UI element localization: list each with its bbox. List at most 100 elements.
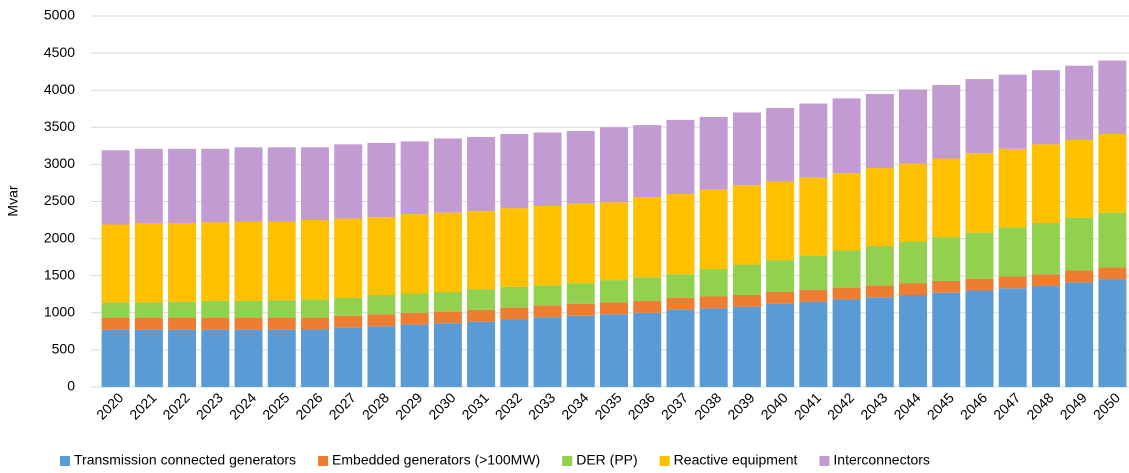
bar-segment bbox=[334, 315, 363, 328]
legend-swatch bbox=[60, 456, 70, 466]
bar-segment bbox=[766, 181, 795, 261]
x-tick-label: 2031 bbox=[458, 389, 491, 422]
bar-segment bbox=[234, 300, 263, 318]
x-tick-label: 2029 bbox=[392, 389, 425, 422]
bar-segment bbox=[732, 112, 761, 186]
bar-segment bbox=[400, 312, 429, 325]
bar-segment bbox=[699, 189, 728, 270]
bar-segment bbox=[334, 144, 363, 219]
bar-segment bbox=[1065, 270, 1094, 283]
bar-segment bbox=[168, 301, 197, 318]
bar-segment bbox=[799, 301, 828, 387]
bar-segment bbox=[433, 311, 462, 324]
y-axis-label: Mvar bbox=[5, 185, 21, 216]
bar-segment bbox=[1065, 139, 1094, 218]
bar-segment bbox=[799, 177, 828, 256]
bar-segment bbox=[699, 296, 728, 309]
x-tick-label: 2043 bbox=[857, 389, 890, 422]
bar-segment bbox=[134, 302, 163, 318]
bar-segment bbox=[201, 329, 230, 387]
bar-segment bbox=[566, 315, 595, 387]
x-tick-label: 2050 bbox=[1090, 389, 1123, 422]
bar-segment bbox=[400, 293, 429, 313]
bar-segment bbox=[267, 329, 296, 387]
bar-segment bbox=[965, 278, 994, 291]
bar-segment bbox=[965, 290, 994, 387]
x-tick-label: 2023 bbox=[193, 389, 226, 422]
bar-segment bbox=[433, 138, 462, 213]
bar-segment bbox=[367, 217, 396, 295]
y-tick-label: 4500 bbox=[44, 44, 75, 60]
bar-segment bbox=[566, 131, 595, 204]
bar-segment bbox=[1098, 267, 1127, 280]
legend-swatch bbox=[562, 456, 573, 466]
x-tick-label: 2044 bbox=[890, 389, 923, 422]
bar-segment bbox=[433, 212, 462, 293]
bar-segment bbox=[732, 264, 761, 295]
bar-segment bbox=[1031, 223, 1060, 275]
bar-segment bbox=[367, 294, 396, 315]
bar-segment bbox=[168, 148, 197, 224]
bar-segment bbox=[1098, 60, 1127, 134]
bar-segment bbox=[766, 292, 795, 304]
bar-segment bbox=[500, 133, 529, 209]
bar-segment bbox=[367, 326, 396, 387]
bar-segment bbox=[865, 297, 894, 387]
bar-segment bbox=[566, 203, 595, 284]
bar-segment bbox=[168, 317, 197, 330]
bar-segment bbox=[267, 147, 296, 222]
bar-segment bbox=[732, 294, 761, 307]
y-tick-label: 5000 bbox=[44, 7, 75, 23]
bar-segment bbox=[666, 274, 695, 298]
x-tick-label: 2026 bbox=[292, 389, 325, 422]
bar-segment bbox=[168, 223, 197, 302]
bar-segment bbox=[799, 289, 828, 302]
bar-segment bbox=[865, 285, 894, 298]
bar-segment bbox=[932, 237, 961, 281]
legend-label: Interconnectors bbox=[833, 452, 930, 468]
bar-segment bbox=[234, 147, 263, 222]
y-tick-label: 500 bbox=[52, 341, 76, 357]
x-tick-label: 2040 bbox=[758, 389, 791, 422]
bar-segment bbox=[500, 307, 529, 320]
bar-segment bbox=[899, 89, 928, 164]
x-tick-label: 2047 bbox=[990, 389, 1023, 422]
bar-segment bbox=[467, 309, 496, 322]
bar-segment bbox=[1031, 70, 1060, 145]
bar-segment bbox=[168, 329, 197, 387]
bar-segment bbox=[766, 303, 795, 387]
x-tick-label: 2028 bbox=[359, 389, 392, 422]
bar-segment bbox=[899, 294, 928, 387]
bar-segment bbox=[600, 127, 628, 203]
x-tick-label: 2033 bbox=[525, 389, 558, 422]
bar-segment bbox=[134, 317, 163, 330]
bar-segment bbox=[433, 292, 462, 312]
bar-segment bbox=[300, 329, 329, 387]
bar-segment bbox=[367, 314, 396, 327]
bar-segment bbox=[367, 142, 396, 218]
bar-segment bbox=[300, 147, 329, 221]
bar-segment bbox=[832, 287, 861, 300]
bar-segment bbox=[1031, 286, 1060, 387]
bar-segment bbox=[101, 150, 130, 225]
bar-segment bbox=[998, 227, 1027, 277]
legend-swatch bbox=[819, 456, 830, 466]
bar-segment bbox=[766, 108, 795, 182]
bar-segment bbox=[334, 327, 363, 387]
y-tick-label: 3000 bbox=[44, 155, 75, 171]
bar-segment bbox=[998, 276, 1027, 289]
legend-label: DER (PP) bbox=[576, 452, 637, 468]
x-tick-label: 2049 bbox=[1057, 389, 1090, 422]
bar-segment bbox=[932, 292, 961, 387]
bar-segment bbox=[201, 300, 230, 318]
bar-segment bbox=[300, 317, 329, 330]
bar-segment bbox=[998, 148, 1027, 228]
bar-segment bbox=[533, 132, 562, 206]
bar-segment bbox=[666, 309, 695, 387]
x-tick-label: 2037 bbox=[658, 389, 691, 422]
bar-segment bbox=[932, 280, 961, 293]
bar-segment bbox=[666, 297, 695, 310]
bar-segment bbox=[799, 255, 828, 290]
legend-label: Transmission connected generators bbox=[74, 452, 296, 468]
x-tick-label: 2024 bbox=[226, 389, 259, 422]
